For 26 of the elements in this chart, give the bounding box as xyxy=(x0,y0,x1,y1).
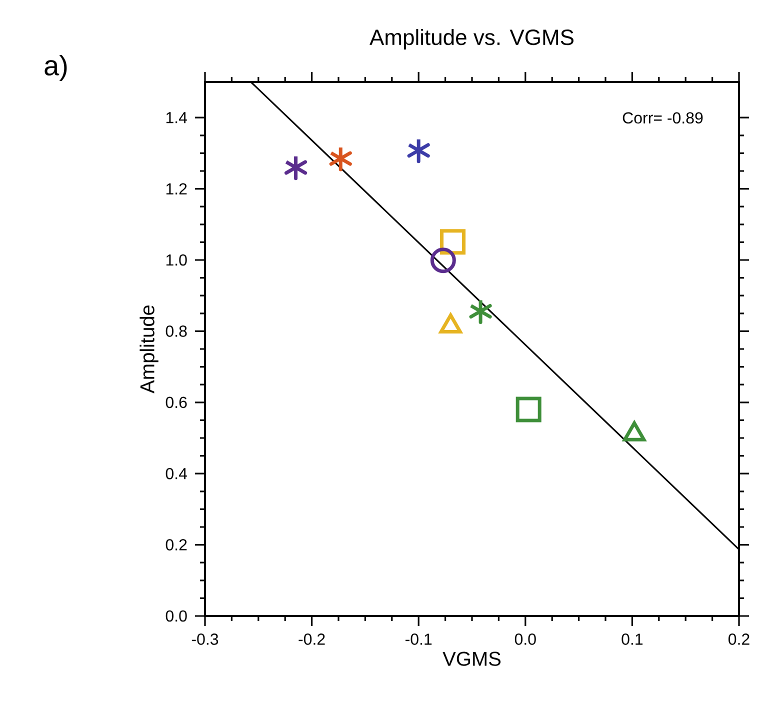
point xyxy=(440,229,466,255)
point xyxy=(284,154,308,180)
point xyxy=(469,298,492,324)
x-tick-label: 0.2 xyxy=(728,634,750,645)
y-tick-label: 0.2 xyxy=(166,539,187,550)
text: a) xyxy=(44,54,67,82)
y-tick-label: 0.0 xyxy=(166,610,187,622)
annotation: Corr= -0.89 xyxy=(622,112,703,124)
x-tick-label: 0.1 xyxy=(622,634,643,645)
y-tick-label: 1.0 xyxy=(166,254,187,266)
x-tick-label: -0.2 xyxy=(298,634,325,645)
chart-title: Amplitude vs. VGMS xyxy=(370,28,574,50)
x-tick-label: -0.1 xyxy=(406,634,432,645)
x-tick-label: -0.3 xyxy=(192,634,218,645)
x-tick-label: 0.0 xyxy=(514,634,536,645)
y-tick-label: 0.8 xyxy=(166,326,187,337)
y-axis-title: Amplitude xyxy=(140,305,158,394)
y-tick-label: 1.4 xyxy=(166,112,187,124)
x-axis-title: VGMS xyxy=(442,652,501,666)
point xyxy=(329,146,352,172)
point xyxy=(407,138,430,164)
y-tick-label: 0.4 xyxy=(166,468,187,480)
point xyxy=(516,396,542,422)
y-tick-label: 0.6 xyxy=(166,396,187,408)
y-tick-label: 1.2 xyxy=(166,183,187,194)
point xyxy=(430,248,456,274)
